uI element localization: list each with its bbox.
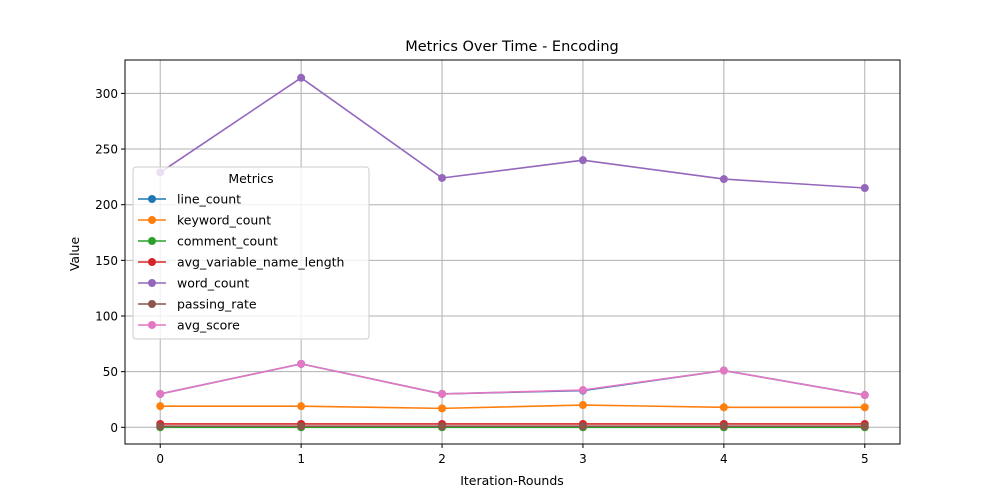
- data-point-avg_score: [156, 389, 165, 398]
- y-tick-label: 200: [95, 198, 118, 212]
- legend-swatch-marker: [148, 237, 156, 245]
- axes: [124, 59, 901, 445]
- x-tick-label: 3: [579, 452, 587, 466]
- y-tick-label: 250: [95, 143, 118, 157]
- data-point-keyword_count: [719, 403, 728, 412]
- legend-label-line_count: line_count: [177, 192, 241, 207]
- legend-swatch-marker: [148, 279, 156, 287]
- x-tick-label: 1: [297, 452, 305, 466]
- legend-label-avg_variable_name_length: avg_variable_name_length: [177, 255, 344, 270]
- series-lines: [156, 73, 869, 432]
- series-line-word_count: [159, 77, 865, 189]
- data-point-avg_score: [438, 389, 447, 398]
- x-tick-label: 4: [720, 452, 728, 466]
- legend: Metrics line_count keyword_count comment_c…: [132, 166, 370, 340]
- legend-label-word_count: word_count: [177, 276, 249, 291]
- series-line-line_count: [160, 363, 865, 396]
- legend-swatch-marker: [148, 216, 156, 224]
- data-point-keyword_count: [860, 403, 869, 412]
- legend-swatch-marker: [148, 300, 156, 308]
- data-point-word_count: [860, 184, 869, 192]
- y-tick-label: 300: [95, 87, 118, 101]
- data-point-keyword_count: [578, 401, 587, 410]
- legend-label-avg_score: avg_score: [177, 318, 240, 333]
- data-point-passing_rate: [719, 422, 728, 431]
- data-point-word_count: [578, 156, 587, 165]
- legend-label-passing_rate: passing_rate: [177, 297, 257, 312]
- y-axis-ticks: 0 50 100 150 200 250 300: [95, 87, 125, 435]
- x-axis-ticks: 0 1 2 3 4 5: [156, 444, 869, 466]
- x-tick-label: 5: [861, 452, 869, 466]
- data-point-passing_rate: [860, 422, 869, 431]
- legend-swatch-marker: [148, 195, 156, 203]
- data-point-keyword_count: [156, 402, 165, 411]
- legend-label-comment_count: comment_count: [177, 234, 278, 249]
- data-point-passing_rate: [297, 422, 306, 431]
- data-point-avg_score: [860, 391, 869, 400]
- data-point-avg_score: [297, 359, 306, 368]
- data-point-avg_score: [578, 386, 587, 395]
- data-point-passing_rate: [438, 422, 447, 431]
- legend-label-keyword_count: keyword_count: [177, 213, 271, 228]
- legend-title: Metrics: [228, 171, 273, 186]
- data-point-keyword_count: [438, 404, 447, 413]
- data-point-avg_score: [719, 366, 728, 375]
- data-point-word_count: [438, 173, 447, 182]
- series-line-keyword_count: [160, 404, 865, 410]
- data-point-word_count: [719, 175, 728, 184]
- legend-swatch-marker: [148, 321, 156, 329]
- y-tick-label: 100: [95, 310, 118, 324]
- data-point-keyword_count: [297, 402, 306, 411]
- y-tick-label: 50: [103, 365, 118, 379]
- x-tick-label: 2: [438, 452, 446, 466]
- series-line-avg_score: [160, 363, 865, 396]
- legend-items: line_count keyword_count comment_count avg_…: [138, 192, 344, 333]
- data-point-word_count: [297, 73, 306, 82]
- y-tick-label: 150: [95, 254, 118, 268]
- y-tick-label: 0: [110, 421, 118, 435]
- data-point-passing_rate: [156, 422, 165, 431]
- legend-frame: [132, 166, 370, 340]
- x-axis-label: Iteration-Rounds: [460, 473, 564, 488]
- x-tick-label: 0: [156, 452, 164, 466]
- data-point-passing_rate: [578, 422, 587, 431]
- legend-swatch-marker: [148, 258, 156, 266]
- y-axis-label: Value: [67, 237, 82, 272]
- chart-title: Metrics Over Time - Encoding: [405, 39, 619, 55]
- plot-frame: [124, 59, 901, 445]
